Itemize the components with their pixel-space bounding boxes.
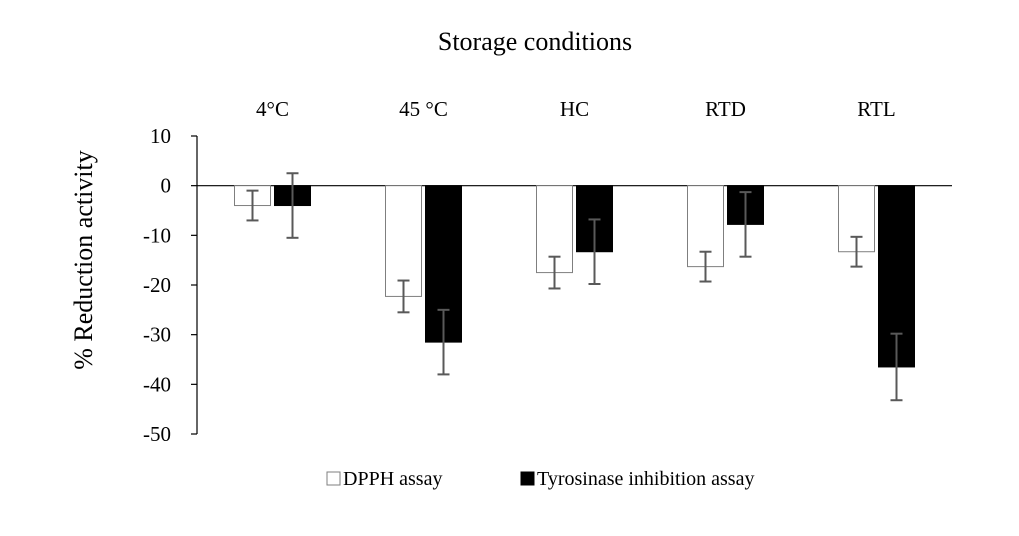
y-tick-label: 0 <box>161 174 172 198</box>
y-tick-label: -10 <box>143 223 171 247</box>
y-tick-label: -30 <box>143 323 171 347</box>
y-tick-label: -20 <box>143 273 171 297</box>
legend-swatch-tyrosinase <box>520 471 535 486</box>
y-axis-label: % Reduction activity <box>69 150 98 370</box>
legend-label-dpph: DPPH assay <box>343 468 442 490</box>
chart-title: Storage conditions <box>438 27 632 56</box>
legend-label-tyrosinase: Tyrosinase inhibition assay <box>537 468 754 490</box>
category-label: RTL <box>857 97 895 121</box>
y-tick-label: -50 <box>143 422 171 446</box>
y-tick-label: -40 <box>143 372 171 396</box>
plot-area: 10 0 -10 -20 -30 -40 -50 4°C 45 °C HC RTD RTL <box>143 97 952 446</box>
category-label: HC <box>560 97 589 121</box>
y-tick-label: 10 <box>150 124 171 148</box>
category-label: 45 °C <box>399 97 448 121</box>
legend: DPPH assay Tyrosinase inhibition assay <box>326 468 754 490</box>
category-label: 4°C <box>256 97 289 121</box>
bar-dpph <box>385 185 422 297</box>
legend-swatch-dpph <box>326 471 341 486</box>
category-label: RTD <box>705 97 746 121</box>
